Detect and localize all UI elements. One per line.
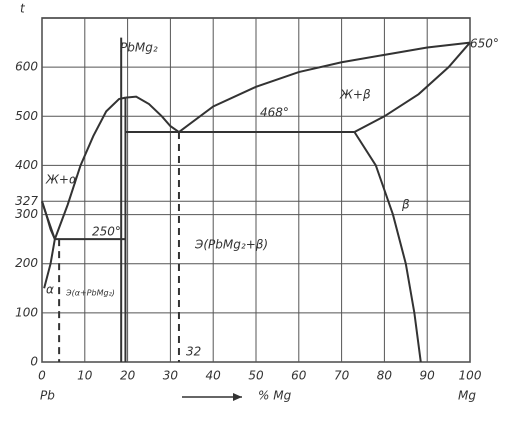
phase-line: [353, 131, 422, 363]
x-tick-label: 100: [459, 369, 482, 383]
x-tick-label: 70: [334, 369, 350, 383]
x-start-label: Pb: [40, 389, 55, 403]
x-tick-label: 50: [248, 369, 264, 383]
annotation: Ж+β: [339, 88, 371, 102]
y-tick-label: 400: [15, 158, 38, 172]
annotation: Э(α+PbMg₂): [65, 289, 115, 298]
y-tick-label: 327: [15, 194, 38, 208]
y-tick-label: 300: [15, 207, 38, 221]
x-tick-label: 0: [38, 369, 46, 383]
annotation: Э(PbMg₂+β): [194, 238, 268, 252]
x-tick-label: 10: [77, 369, 93, 383]
annotation: 468°: [260, 106, 289, 120]
phase-line: [178, 41, 471, 133]
annotation: 650°: [470, 37, 499, 51]
x-tick-label: 20: [120, 369, 136, 383]
x-end-label: Mg: [458, 389, 476, 403]
y-tick-label: 100: [15, 305, 38, 319]
x-axis-label: % Mg: [258, 389, 292, 403]
x-tick-label: 30: [163, 369, 179, 383]
phase-line: [125, 95, 180, 133]
annotation: 250°: [92, 225, 121, 239]
y-tick-label: 600: [15, 60, 38, 74]
y-tick-label: 200: [15, 256, 38, 270]
x-tick-label: 60: [291, 369, 307, 383]
phase-line: [41, 200, 56, 289]
arrow-head: [233, 393, 242, 401]
y-tick-label: 500: [15, 109, 38, 123]
annotation: β: [401, 198, 410, 212]
annotation: PbMg₂: [120, 41, 158, 55]
annotation: 32: [186, 345, 201, 359]
x-tick-label: 90: [420, 369, 436, 383]
x-tick-label: 80: [377, 369, 393, 383]
x-tick-label: 40: [206, 369, 222, 383]
phase-line: [53, 96, 126, 240]
annotation: α: [46, 283, 54, 297]
phase-line: [353, 41, 471, 133]
annotation: Ж+α: [45, 173, 77, 187]
y-axis-label: t: [20, 2, 26, 16]
y-tick-label: 0: [30, 355, 38, 369]
